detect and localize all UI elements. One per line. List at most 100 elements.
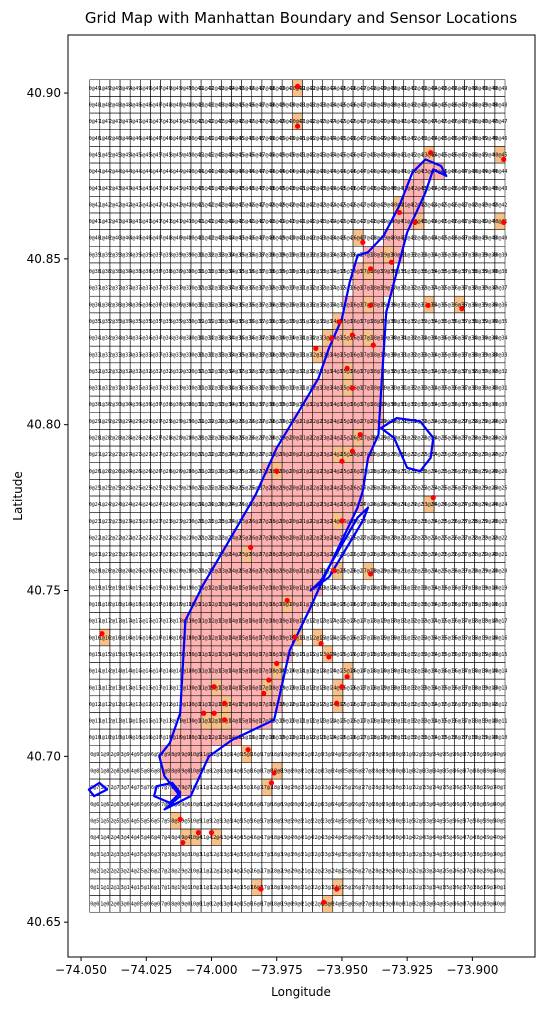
grid-cell-label: 29@37	[381, 286, 396, 292]
grid-cell-label: 21@25	[300, 485, 315, 491]
grid-cell-label: 11@2	[200, 868, 212, 874]
grid-cell-label: 35@25	[442, 485, 457, 491]
grid-cell-label: 16@1	[251, 885, 263, 891]
grid-cell-label: 9@14	[180, 669, 192, 675]
grid-cell-label: 26@6	[352, 802, 364, 808]
grid-cell-label: 0@16	[89, 635, 101, 641]
grid-cell-label: 1@29	[99, 419, 111, 425]
grid-cell-label: 28@0	[372, 902, 384, 908]
grid-cell-label: 3@37	[119, 286, 131, 292]
grid-cell-label: 34@5	[433, 818, 445, 824]
grid-cell-label: 14@2	[231, 868, 243, 874]
grid-cell-label: 34@40	[432, 236, 447, 242]
grid-cell-label: 33@9	[423, 752, 435, 758]
grid-cell-label: 16@10	[249, 735, 264, 741]
grid-cell-label: 28@30	[371, 402, 386, 408]
grid-cell-label: 36@3	[453, 852, 465, 858]
grid-cell-label: 18@16	[270, 635, 285, 641]
grid-cell-label: 35@33	[442, 352, 457, 358]
grid-cell-label: 19@1	[281, 885, 293, 891]
grid-cell-label: 31@20	[401, 569, 416, 575]
grid-cell-label: 16@22	[249, 535, 264, 541]
grid-cell-label: 15@3	[241, 852, 253, 858]
grid-cell-label: 18@40	[270, 236, 285, 242]
x-tick-label: −73.975	[251, 963, 303, 977]
grid-cell-label: 22@40	[310, 236, 325, 242]
grid-cell-label: 19@21	[280, 552, 295, 558]
grid-cell-label: 10@1	[190, 885, 202, 891]
grid-cell-label: 36@6	[453, 802, 465, 808]
grid-cell-label: 36@38	[452, 269, 467, 275]
grid-cell-label: 34@4	[433, 835, 445, 841]
grid-cell-label: 21@36	[300, 302, 315, 308]
grid-cell-label: 2@34	[109, 336, 121, 342]
grid-cell-label: 30@24	[391, 502, 406, 508]
grid-cell-label: 3@0	[121, 902, 130, 908]
grid-cell-label: 23@31	[320, 386, 335, 392]
grid-cell-label: 8@12	[170, 702, 182, 708]
grid-cell-label: 23@30	[320, 402, 335, 408]
grid-cell-label: 25@30	[340, 402, 355, 408]
grid-cell-label: 16@20	[249, 569, 264, 575]
grid-cell-label: 33@29	[421, 419, 436, 425]
grid-cell-label: 38@30	[472, 402, 487, 408]
grid-cell-label: 35@13	[442, 685, 457, 691]
grid-cell-label: 23@19	[320, 585, 335, 591]
grid-cell-label: 10@22	[188, 535, 203, 541]
sensor-point	[245, 747, 251, 753]
grid-cell-label: 1@0	[100, 902, 109, 908]
grid-cell-label: 12@31	[209, 386, 224, 392]
grid-cell-label: 14@40	[229, 236, 244, 242]
grid-cell-label: 38@26	[472, 469, 487, 475]
grid-cell-label: 19@24	[280, 502, 295, 508]
grid-cell-label: 27@30	[361, 402, 376, 408]
grid-cell-label: 31@15	[401, 652, 416, 658]
grid-cell-label: 19@6	[281, 802, 293, 808]
grid-cell-label: 20@8	[291, 769, 303, 775]
grid-cell-label: 9@20	[180, 569, 192, 575]
grid-cell-label: 11@40	[199, 236, 214, 242]
grid-cell-label: 2@13	[109, 685, 121, 691]
grid-cell-label: 15@27	[239, 452, 254, 458]
grid-cell-label: 39@10	[482, 735, 497, 741]
grid-cell-label: 33@13	[421, 685, 436, 691]
sensor-point	[201, 710, 207, 716]
grid-cell-label: 2@12	[109, 702, 121, 708]
grid-cell-label: 31@24	[401, 502, 416, 508]
grid-cell-label: 18@1	[271, 885, 283, 891]
grid-cell-label: 23@39	[320, 252, 335, 258]
grid-cell-label: 26@2	[352, 868, 364, 874]
grid-cell-label: 37@29	[462, 419, 477, 425]
grid-cell-label: 12@40	[209, 236, 224, 242]
grid-cell-label: 23@26	[320, 469, 335, 475]
grid-cell-label: 28@21	[371, 552, 386, 558]
grid-cell-label: 10@11	[188, 719, 203, 725]
grid-cell-label: 35@21	[442, 552, 457, 558]
grid-cell-label: 35@39	[442, 252, 457, 258]
grid-cell-label: 36@32	[452, 369, 467, 375]
grid-cell-label: 13@16	[219, 635, 234, 641]
grid-cell-label: 3@6	[121, 802, 130, 808]
sensor-point	[211, 710, 217, 716]
grid-cell-label: 23@17	[320, 619, 335, 625]
grid-cell-label: 9@0	[181, 902, 190, 908]
grid-cell-label: 33@39	[421, 252, 436, 258]
grid-cell-label: 5@37	[139, 286, 151, 292]
grid-cell-label: 5@26	[139, 469, 151, 475]
grid-cell-label: 1@13	[99, 685, 111, 691]
grid-cell-label: 38@21	[472, 552, 487, 558]
grid-cell-label: 14@19	[229, 585, 244, 591]
grid-cell-label: 15@8	[241, 769, 253, 775]
grid-cell-label: 30@13	[391, 685, 406, 691]
grid-cell-label: 4@3	[131, 852, 140, 858]
grid-cell-label: 7@31	[160, 386, 172, 392]
grid-cell-label: 40@23	[492, 519, 507, 525]
grid-cell-label: 40@4	[494, 835, 506, 841]
grid-cell-label: 31@27	[401, 452, 416, 458]
grid-cell-label: 5@12	[139, 702, 151, 708]
grid-cell-label: 26@8	[352, 769, 364, 775]
grid-cell-label: 19@39	[280, 252, 295, 258]
grid-cell-label: 32@11	[411, 719, 426, 725]
grid-cell-label: 35@16	[442, 635, 457, 641]
grid-cell-label: 2@20	[109, 569, 121, 575]
